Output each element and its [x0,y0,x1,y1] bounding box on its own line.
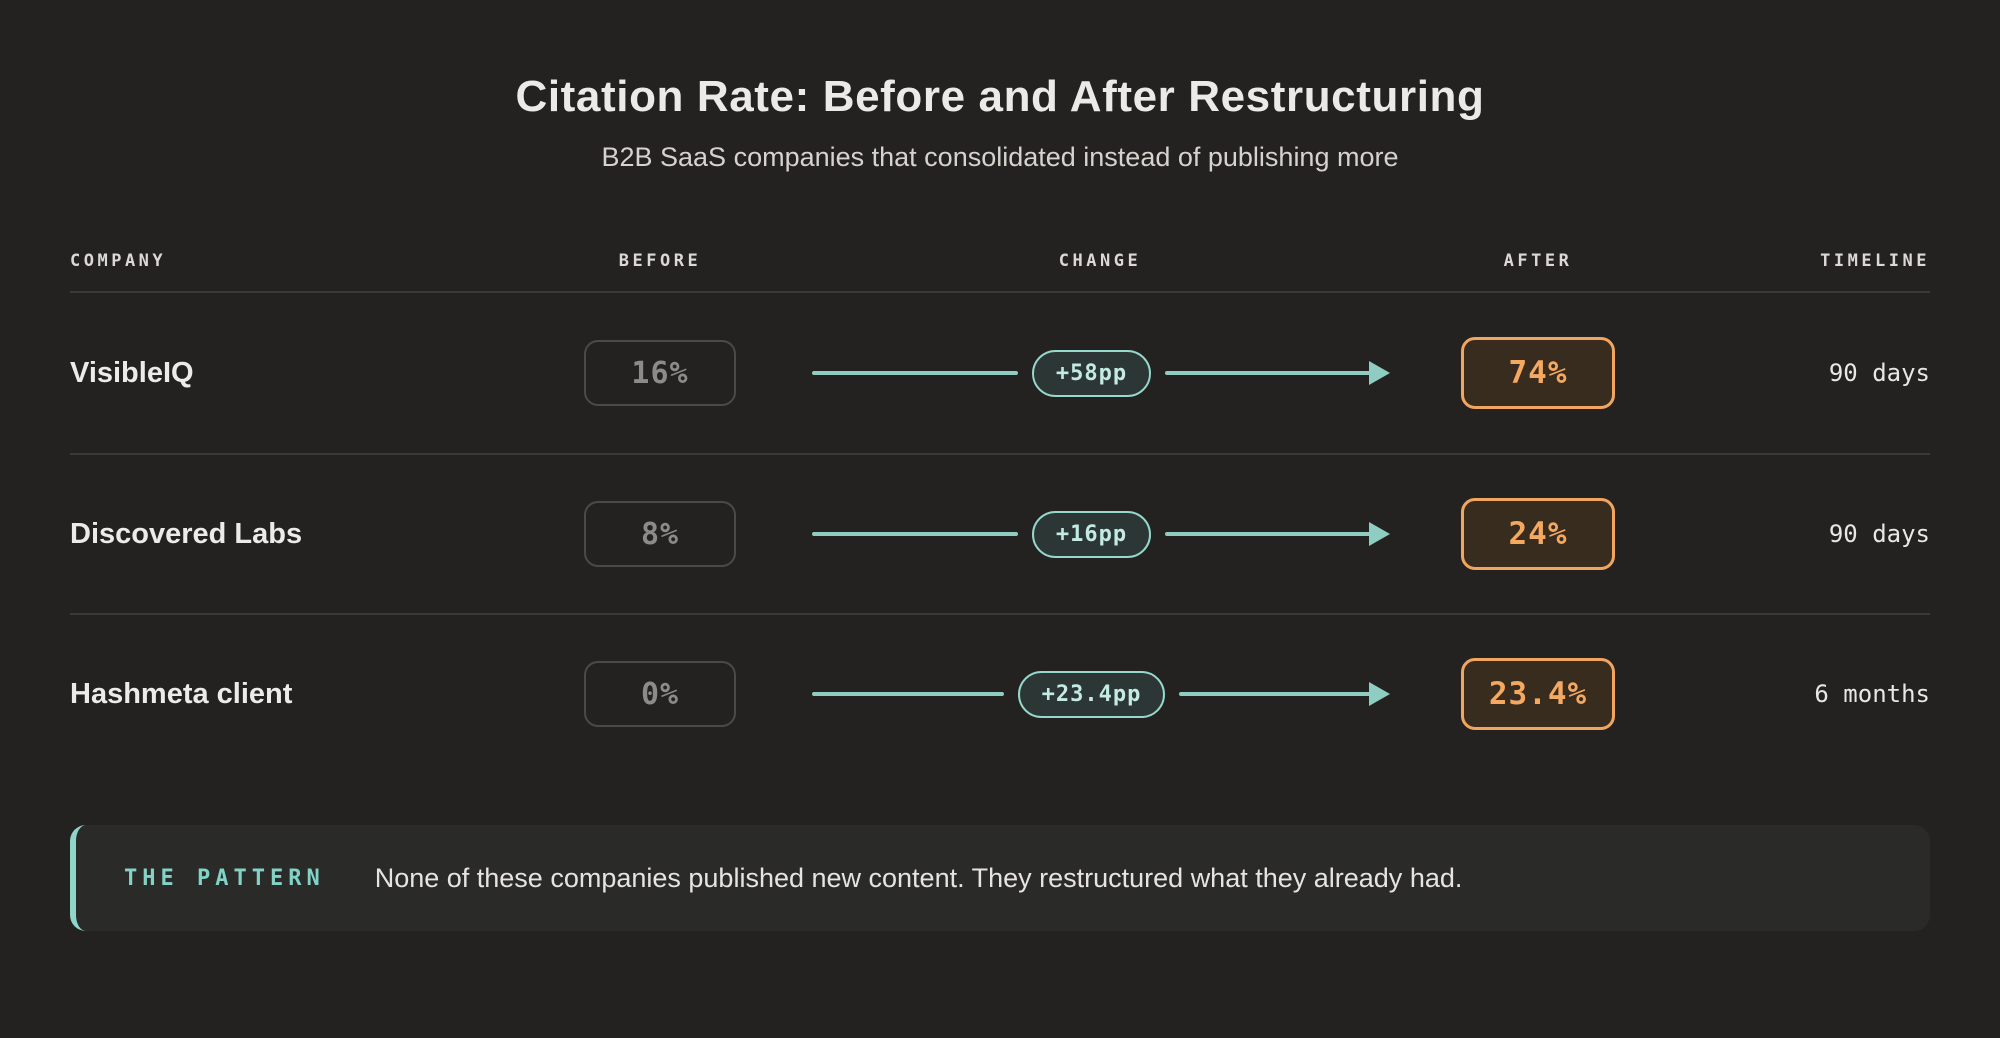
arrow-line-right [1179,692,1371,696]
timeline-value: 90 days [1828,520,1930,548]
column-header-company: COMPANY [70,251,167,271]
page-title: Citation Rate: Before and After Restruct… [515,72,1485,121]
table-header-row: COMPANY BEFORE CHANGE AFTER TIMELINE [70,231,1930,293]
timeline-value: 90 days [1828,359,1930,387]
after-cell: 24% [1430,498,1646,570]
table-row: Hashmeta client 0% +23.4pp 23.4% 6 month… [70,613,1930,773]
change-cell: +58pp [770,349,1430,397]
after-value-box: 74% [1461,337,1615,409]
after-value-box: 23.4% [1461,658,1615,730]
change-badge: +16pp [1031,510,1152,558]
after-cell: 74% [1430,337,1646,409]
before-value-box: 8% [584,501,736,567]
arrow-right-icon [1369,682,1390,706]
before-value-box: 16% [584,340,736,406]
change-badge: +23.4pp [1017,670,1166,718]
arrow-right-icon [1369,522,1391,546]
change-cell: +16pp [770,510,1430,558]
arrow-line-left [812,692,1004,696]
arrow-line-right [1165,532,1372,536]
arrow-right-icon [1369,361,1391,385]
column-header-after: AFTER [1503,251,1573,271]
after-cell: 23.4% [1430,658,1646,730]
arrow-line-left [812,532,1018,536]
company-name: Hashmeta client [70,677,293,710]
page-subtitle: B2B SaaS companies that consolidated ins… [601,142,1399,172]
table-row: VisibleIQ 16% +58pp 74% 90 days [70,293,1930,453]
table-row: Discovered Labs 8% +16pp 24% 90 days [70,453,1930,613]
arrow-line-left [812,371,1018,375]
callout-label: THE PATTERN [124,865,325,891]
before-cell: 0% [550,661,770,727]
callout-text: None of these companies published new co… [374,862,1463,893]
before-cell: 8% [550,501,770,567]
before-cell: 16% [550,340,770,406]
column-header-before: BEFORE [618,251,702,271]
arrow-line-right [1165,371,1372,375]
company-name: Discovered Labs [70,517,303,550]
after-value-box: 24% [1461,498,1615,570]
timeline-value: 6 months [1814,680,1930,708]
column-header-change: CHANGE [1058,251,1142,271]
change-cell: +23.4pp [770,670,1430,718]
comparison-table: COMPANY BEFORE CHANGE AFTER TIMELINE Vis… [70,231,1930,773]
pattern-callout: THE PATTERN None of these companies publ… [70,825,1930,931]
before-value-box: 0% [584,661,736,727]
change-badge: +58pp [1031,349,1152,397]
infographic-canvas: Citation Rate: Before and After Restruct… [0,72,2000,1038]
column-header-timeline: TIMELINE [1820,251,1930,271]
company-name: VisibleIQ [70,356,194,389]
